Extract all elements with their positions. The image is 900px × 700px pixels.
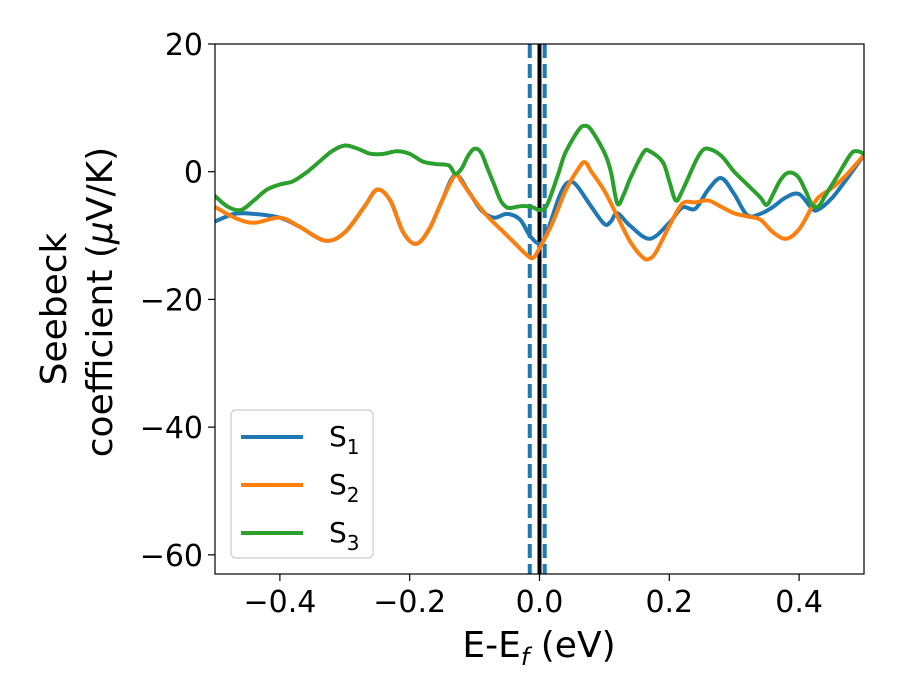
series-line-s2	[215, 153, 864, 262]
x-tick-label: 0.4	[775, 585, 823, 620]
x-tick-label: 0.0	[516, 585, 564, 620]
y-axis-label-line2: coefficient (μV/K)	[80, 147, 121, 457]
series-group	[215, 123, 864, 262]
y-tick-label: 20	[165, 28, 203, 63]
legend-label-s3: S3	[329, 516, 360, 555]
reference-lines	[527, 44, 547, 574]
x-axis-ticks: −0.4 −0.2 0.0 0.2 0.4	[243, 574, 823, 620]
legend-label-s1: S1	[329, 420, 360, 459]
legend-label-s2: S2	[329, 468, 360, 507]
x-tick-label: 0.2	[645, 585, 693, 620]
series-line-s3	[215, 123, 864, 213]
y-axis-ticks: 20 0 −20 −40 −60	[140, 28, 215, 574]
x-tick-label: −0.2	[373, 585, 446, 620]
y-tick-label: −60	[140, 539, 203, 574]
y-axis-label-line1: Seebeck	[34, 232, 75, 385]
y-tick-label: −20	[140, 283, 203, 318]
legend: S1 S2 S3	[230, 409, 374, 559]
y-tick-label: 0	[184, 156, 203, 191]
y-tick-label: −40	[140, 411, 203, 446]
x-axis-label: E-Ef (eV)	[462, 625, 615, 671]
x-tick-label: −0.4	[243, 585, 316, 620]
